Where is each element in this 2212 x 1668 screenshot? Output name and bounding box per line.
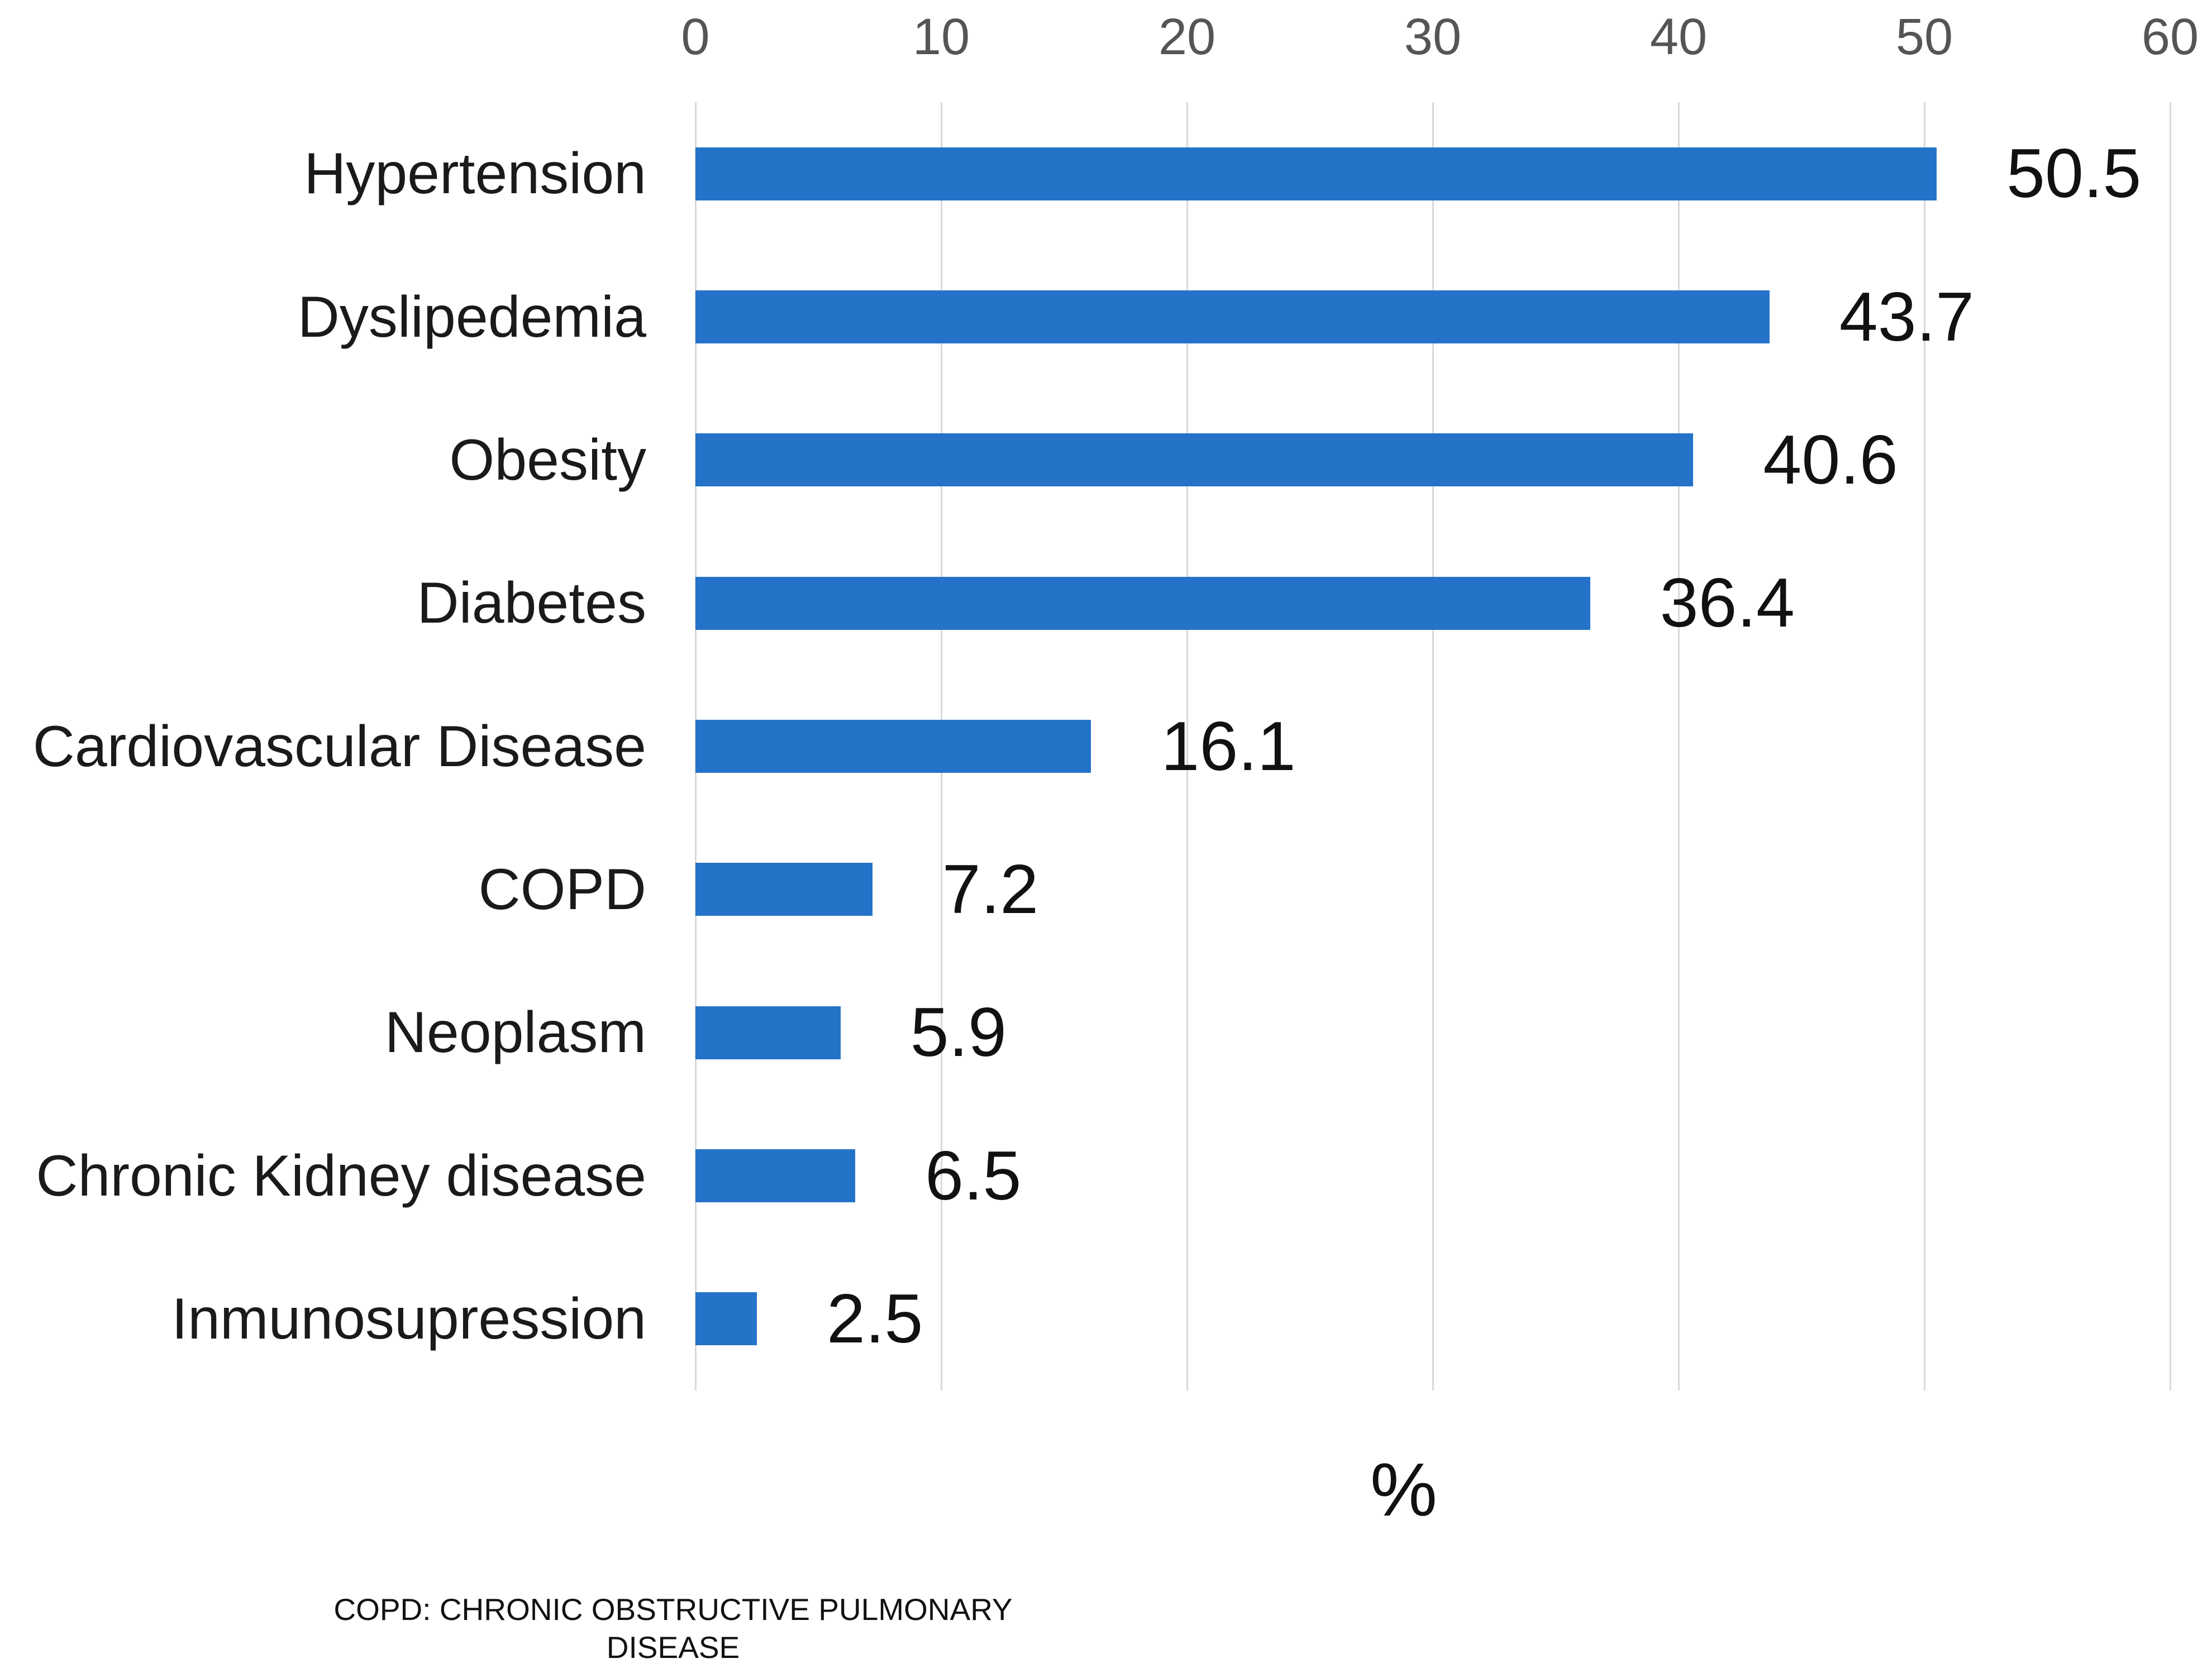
footnote-line2: DISEASE — [606, 1630, 740, 1665]
value-label: 5.9 — [910, 994, 1007, 1072]
category-label: COPD — [478, 857, 646, 922]
gridline — [1432, 102, 1434, 1390]
value-label: 7.2 — [942, 850, 1039, 928]
value-label: 6.5 — [925, 1137, 1022, 1215]
x-tick-label: 50 — [1895, 8, 1953, 65]
category-label: Obesity — [449, 427, 646, 493]
x-tick-label: 0 — [681, 8, 710, 65]
gridline — [1923, 102, 1925, 1390]
category-label: Cardiovascular Disease — [32, 714, 646, 779]
footnote: COPD: CHRONIC OBSTRUCTIVE PULMONARY DISE… — [302, 1590, 1045, 1666]
value-label: 16.1 — [1161, 708, 1296, 785]
gridline — [1677, 102, 1680, 1390]
bar — [695, 576, 1590, 630]
category-label: Diabetes — [417, 571, 646, 636]
bar — [695, 433, 1694, 487]
bar — [695, 290, 1770, 343]
category-label: Hypertension — [304, 141, 646, 207]
value-label: 2.5 — [827, 1280, 923, 1358]
bar — [695, 1149, 855, 1202]
bar — [695, 863, 873, 916]
value-label: 50.5 — [2006, 135, 2142, 213]
value-label: 43.7 — [1839, 278, 1975, 356]
gridline — [1186, 102, 1188, 1390]
x-tick-label: 20 — [1158, 8, 1216, 65]
category-label: Inmunosupression — [171, 1286, 646, 1351]
bar — [695, 147, 1937, 200]
category-label: Neoplasm — [384, 1000, 646, 1065]
value-label: 40.6 — [1763, 421, 1898, 499]
x-axis-title: % — [1370, 1447, 1438, 1532]
bar — [695, 720, 1091, 773]
footnote-line1: COPD: CHRONIC OBSTRUCTIVE PULMONARY — [333, 1592, 1013, 1627]
category-label: Chronic Kidney disease — [36, 1143, 646, 1208]
x-tick-label: 10 — [912, 8, 970, 65]
x-tick-label: 40 — [1650, 8, 1708, 65]
bar — [695, 1292, 757, 1346]
gridline — [2169, 102, 2171, 1390]
category-label: Dyslipedemia — [297, 284, 646, 350]
x-tick-label: 60 — [2141, 8, 2199, 65]
bar — [695, 1006, 841, 1059]
x-tick-label: 30 — [1404, 8, 1462, 65]
value-label: 36.4 — [1660, 565, 1795, 642]
